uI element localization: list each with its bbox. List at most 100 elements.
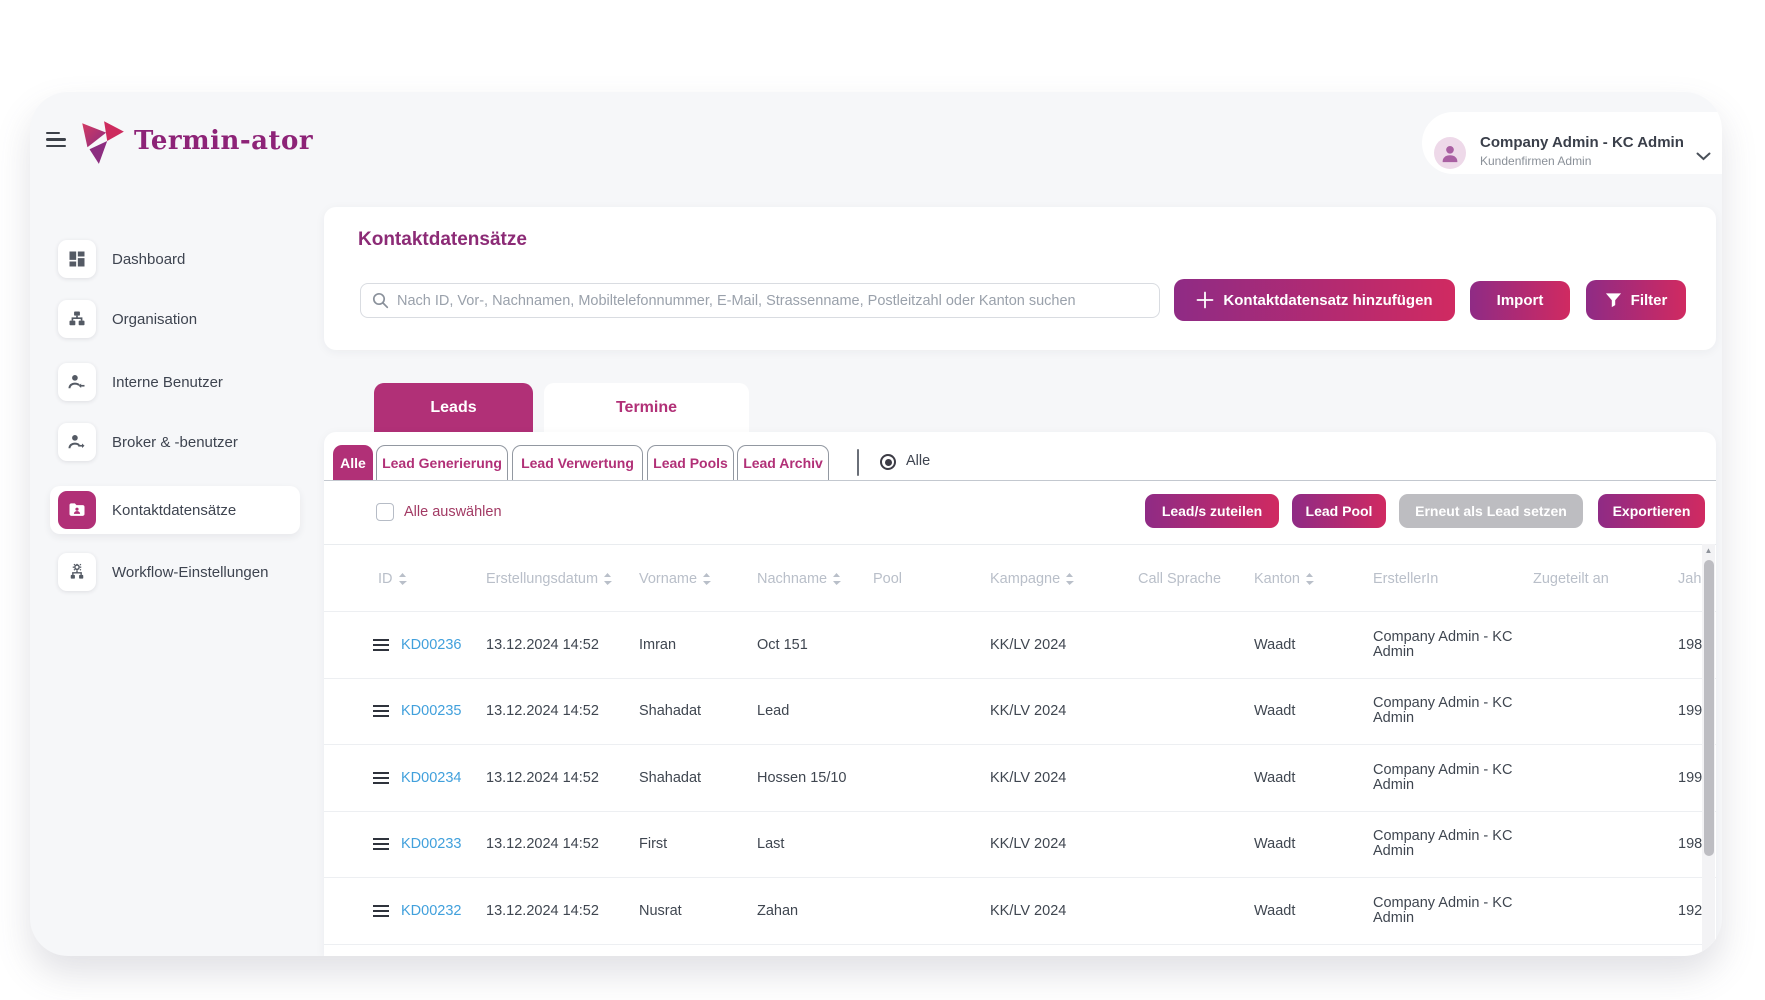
cell-kampagne: KK/LV 2024	[990, 636, 1067, 653]
cell-kampagne: KK/LV 2024	[990, 703, 1067, 720]
cell-id[interactable]: KD00232	[401, 902, 462, 919]
cell-kanton: Waadt	[1254, 636, 1296, 653]
sidebar-item-dashboard[interactable]: Dashboard	[50, 235, 300, 283]
cell-created: 13.12.2024 14:52	[486, 703, 599, 720]
cell-nachname: Lead	[757, 703, 790, 720]
scope-radio-alle[interactable]	[880, 454, 896, 470]
col-pool: Pool	[873, 571, 903, 587]
page-title: Kontaktdatensätze	[358, 229, 527, 250]
row-menu-icon[interactable]	[372, 771, 390, 785]
contacts-folder-icon	[58, 491, 96, 529]
cell-kanton: Waadt	[1254, 836, 1296, 853]
col-erstellerin: ErstellerIn	[1373, 571, 1439, 587]
cell-nachname: Zahan	[757, 902, 799, 919]
row-menu-icon[interactable]	[372, 704, 390, 718]
search-box	[360, 283, 1160, 318]
row-menu-icon[interactable]	[372, 837, 390, 851]
filter-button[interactable]: Filter	[1586, 280, 1686, 320]
sidebar-item-workflow-einstellungen[interactable]: Workflow-Einstellungen	[50, 548, 300, 596]
search-input[interactable]	[360, 283, 1160, 318]
table-row[interactable]: KD00236 13.12.2024 14:52 Imran Oct 151 K…	[324, 612, 1716, 679]
col-kanton[interactable]: Kanton	[1254, 545, 1314, 613]
sidebar-item-organisation[interactable]: Organisation	[50, 295, 300, 343]
table-row[interactable]: KD00233 13.12.2024 14:52 First Last KK/L…	[324, 812, 1716, 878]
leads-panel: Alle Lead Generierung Lead Verwertung Le…	[324, 432, 1716, 956]
filter-icon	[1605, 293, 1621, 308]
table-row[interactable]: KD00232 13.12.2024 14:52 Nusrat Zahan KK…	[324, 878, 1716, 945]
subtab-lead-generierung[interactable]: Lead Generierung	[376, 445, 508, 480]
cell-erstellerin: Company Admin - KC Admin	[1373, 828, 1513, 860]
subtab-lead-archiv[interactable]: Lead Archiv	[737, 445, 829, 480]
cell-kanton: Waadt	[1254, 769, 1296, 786]
user-role: Kundenfirmen Admin	[1480, 154, 1592, 168]
cell-nachname: Last	[757, 836, 785, 853]
row-menu-icon[interactable]	[372, 638, 390, 652]
user-arrow-out-icon	[58, 423, 96, 461]
col-vorname[interactable]: Vorname	[639, 545, 712, 613]
scrollbar-thumb[interactable]	[1703, 560, 1714, 856]
reset-as-lead-button: Erneut als Lead setzen	[1399, 494, 1583, 528]
cell-kampagne: KK/LV 2024	[990, 769, 1067, 786]
tab-termine[interactable]: Termine	[544, 383, 749, 432]
cell-erstellerin: Company Admin - KC Admin	[1373, 695, 1513, 727]
user-arrow-in-icon	[58, 363, 96, 401]
brand-title: Termin-ator	[134, 126, 314, 156]
user-chip[interactable]	[1422, 112, 1722, 174]
sidebar-item-interne-benutzer[interactable]: Interne Benutzer	[50, 358, 300, 406]
sidebar-item-broker-benutzer[interactable]: Broker & -benutzer	[50, 418, 300, 466]
toolbar-card: Kontaktdatensätze Kontaktdatensatz hinzu…	[324, 207, 1716, 350]
cell-nachname: Oct 151	[757, 636, 808, 653]
assign-leads-button[interactable]: Lead/s zuteilen	[1145, 494, 1279, 528]
table-row[interactable]: KD00234 13.12.2024 14:52 Shahadat Hossen…	[324, 745, 1716, 812]
cell-erstellerin: Company Admin - KC Admin	[1373, 761, 1513, 793]
col-kampagne[interactable]: Kampagne	[990, 545, 1075, 613]
col-jahrgang: Jah	[1678, 571, 1702, 587]
col-zugeteilt-an: Zugeteilt an	[1533, 571, 1609, 587]
cell-id[interactable]: KD00234	[401, 769, 462, 786]
cell-kampagne: KK/LV 2024	[990, 902, 1067, 919]
hamburger-menu-icon[interactable]	[46, 132, 68, 150]
cell-jahrgang: 198	[1678, 836, 1703, 853]
cell-vorname: First	[639, 836, 668, 853]
col-nachname[interactable]: Nachname	[757, 545, 842, 613]
export-button[interactable]: Exportieren	[1598, 494, 1705, 528]
workflow-gear-icon	[58, 553, 96, 591]
row-menu-icon[interactable]	[372, 904, 390, 918]
cell-created: 13.12.2024 14:52	[486, 902, 599, 919]
subtab-lead-verwertung[interactable]: Lead Verwertung	[512, 445, 643, 480]
table-scrollbar[interactable]: ▲	[1702, 544, 1715, 956]
cell-created: 13.12.2024 14:52	[486, 836, 599, 853]
search-icon	[372, 292, 389, 309]
add-contact-button[interactable]: Kontaktdatensatz hinzufügen	[1174, 279, 1455, 321]
table-header: ID Erstellungsdatum Vorname Nachname Poo…	[324, 544, 1716, 612]
cell-id[interactable]: KD00233	[401, 836, 462, 853]
lead-pool-button[interactable]: Lead Pool	[1292, 494, 1386, 528]
col-id[interactable]: ID	[378, 545, 407, 613]
table-row[interactable]: KD00235 13.12.2024 14:52 Shahadat Lead K…	[324, 679, 1716, 745]
cell-vorname: Shahadat	[639, 703, 702, 720]
tab-leads[interactable]: Leads	[374, 383, 533, 432]
cell-erstellerin: Company Admin - KC Admin	[1373, 628, 1513, 660]
cell-jahrgang: 198	[1678, 636, 1703, 653]
import-button[interactable]: Import	[1470, 281, 1570, 320]
app-window: Termin-ator Company Admin - KC Admin Kun…	[30, 92, 1722, 956]
cell-vorname: Imran	[639, 636, 677, 653]
chevron-down-icon[interactable]	[1696, 148, 1711, 166]
subtab-divider	[857, 449, 859, 476]
cell-id[interactable]: KD00236	[401, 636, 462, 653]
subtab-alle[interactable]: Alle	[333, 445, 373, 480]
person-icon	[1442, 145, 1458, 163]
cell-jahrgang: 192	[1678, 902, 1703, 919]
cell-vorname: Shahadat	[639, 769, 702, 786]
scroll-up-icon[interactable]: ▲	[1704, 546, 1713, 555]
subtab-lead-pools[interactable]: Lead Pools	[647, 445, 734, 480]
select-all-checkbox[interactable]	[376, 503, 394, 521]
cell-id[interactable]: KD00235	[401, 703, 462, 720]
org-chart-icon	[58, 300, 96, 338]
col-erstellungsdatum[interactable]: Erstellungsdatum	[486, 545, 613, 613]
dashboard-icon	[58, 240, 96, 278]
avatar	[1434, 137, 1466, 169]
sidebar-item-kontaktdatensaetze[interactable]: Kontaktdatensätze	[50, 486, 300, 534]
cell-nachname: Hossen 15/10	[757, 769, 847, 786]
